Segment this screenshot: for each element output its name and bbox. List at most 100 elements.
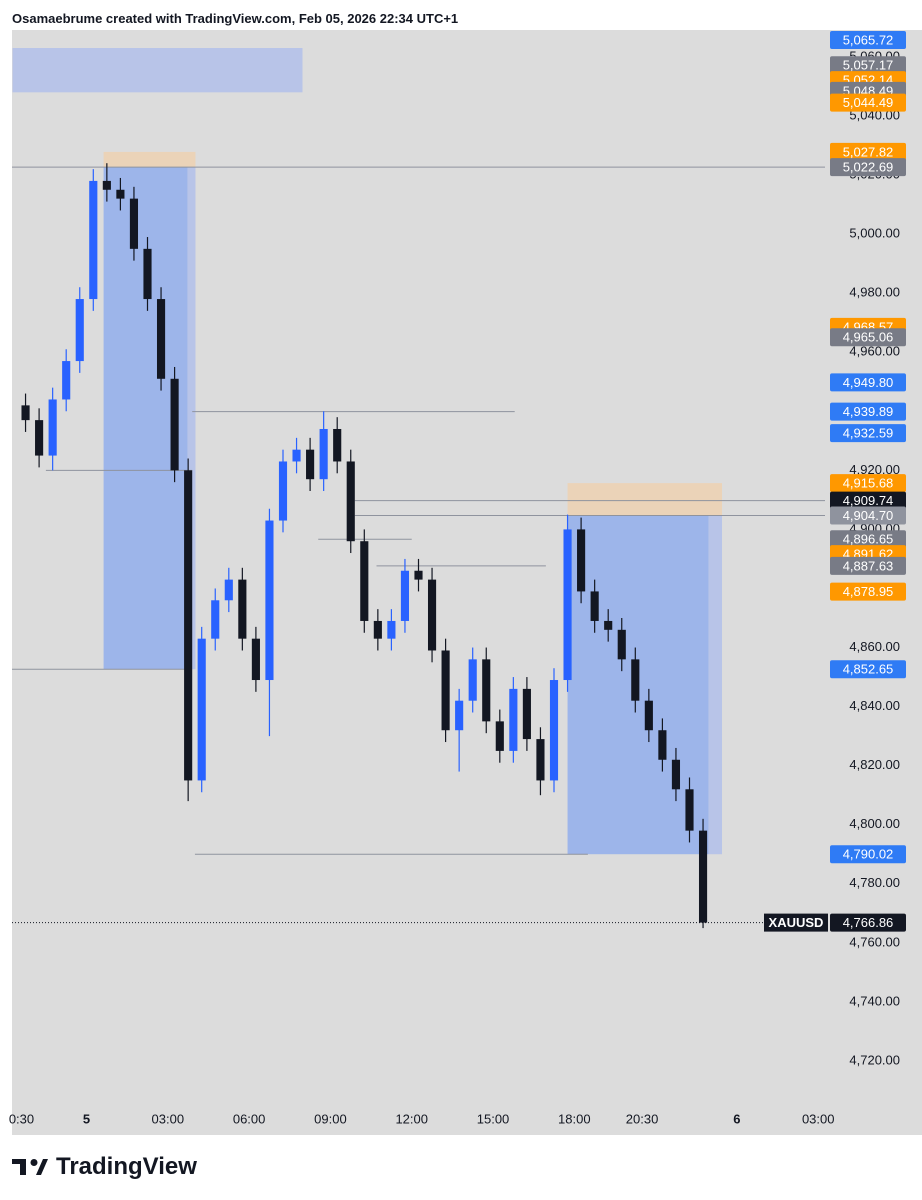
price-badge [830,142,906,161]
candle-body [251,638,260,681]
candle-body [563,529,572,681]
footer: TradingView [12,1153,197,1181]
y-tick-label: 4,860.00 [849,639,900,654]
price-badge [830,373,906,392]
y-tick-label: 4,760.00 [849,934,900,949]
candle-body [129,198,139,249]
candle-body [468,659,477,701]
candle-body [631,659,640,701]
candle-body [319,428,328,480]
price-badge [830,582,906,601]
price-badge [830,660,906,679]
header: Osamaebrume created with TradingView.com… [12,11,459,26]
candle-body [197,638,206,781]
candle-body [224,579,233,601]
price-badge [830,845,906,864]
candle-body [577,529,586,592]
price-badge [830,556,906,575]
last-price-badge [830,913,906,932]
candle-body [89,180,98,300]
last-price-label: 4,766.86 [843,915,894,930]
symbol-badge [764,913,828,932]
candle-body [644,700,653,731]
candle-body [170,378,179,471]
price-badge-label: 4,932.59 [843,426,894,441]
zone [708,515,723,855]
price-badge-label: 4,790.02 [843,847,894,862]
price-badge [830,93,906,112]
candle-body [184,470,193,781]
candle-body [658,730,667,760]
y-tick-label: 4,740.00 [849,993,900,1008]
candle-body [482,659,491,722]
y-tick-label: 4,720.00 [849,1052,900,1067]
candle-body [549,680,559,781]
price-badge-label: 5,022.69 [843,160,894,175]
x-tick-label: 15:00 [477,1111,510,1126]
y-tick-label: 4,840.00 [849,698,900,713]
candle-body [116,189,125,199]
price-badge-label: 4,852.65 [843,662,894,677]
y-tick-label: 4,820.00 [849,757,900,772]
price-badge-label: 5,044.49 [843,95,894,110]
y-tick-label: 4,780.00 [849,875,900,890]
y-tick-label: 4,800.00 [849,816,900,831]
x-tick-label: 5 [83,1111,90,1126]
price-badge-label: 4,896.65 [843,532,894,547]
candle-body [455,700,464,731]
candle-body [48,399,57,456]
candle-body [685,789,694,831]
zone [103,151,196,168]
candle-body [617,629,626,660]
price-badge-label: 4,904.70 [843,508,894,523]
price-badge-label: 4,939.89 [843,404,894,419]
candle-body [156,299,166,379]
candle-body [333,428,342,462]
price-badge-label: 4,878.95 [843,584,894,599]
candle-body [292,449,301,462]
candle-body [387,620,396,639]
zone [567,483,723,516]
price-badge-label: 5,057.17 [843,58,894,73]
candle-body [278,461,288,521]
candle-body [211,600,220,639]
candle-body [509,688,518,751]
price-badge-label: 4,965.06 [843,330,894,345]
x-tick-label: 06:00 [233,1111,266,1126]
candle-body [360,541,369,621]
price-badge-label: 4,949.80 [843,375,894,390]
price-badge-label: 4,887.63 [843,558,894,573]
candle-body [346,461,355,542]
candle-body [590,591,599,621]
x-tick-label: 03:00 [802,1111,835,1126]
candle-body [698,830,708,923]
footer-brand: TradingView [56,1153,197,1180]
price-badge [830,158,906,177]
candle-body [238,579,247,639]
candle-body [495,721,504,751]
x-tick-label: 6 [733,1111,740,1126]
price-badge [830,56,906,75]
price-badge [830,506,906,525]
zone [12,48,303,93]
x-tick-label: 20:30 [626,1111,659,1126]
candle-body [427,579,437,651]
candle-body [35,420,44,456]
x-tick-label: 18:00 [558,1111,591,1126]
chart: 4,720.00 4,740.00 4,760.00 4,780.00 4,800.00… [9,30,922,1135]
price-badge [830,328,906,347]
candle-body [102,180,111,190]
candle-body [522,688,531,740]
candle-body [75,299,84,362]
price-badge [830,530,906,549]
x-tick-label: 03:00 [152,1111,185,1126]
candle-body [373,620,382,639]
symbol-label: XAUUSD [769,915,824,930]
candle-body [536,739,545,781]
y-tick-label: 4,980.00 [849,285,900,300]
price-badge [830,402,906,421]
price-badge [830,30,906,49]
candle-body [265,520,274,681]
candle-body [306,449,315,480]
